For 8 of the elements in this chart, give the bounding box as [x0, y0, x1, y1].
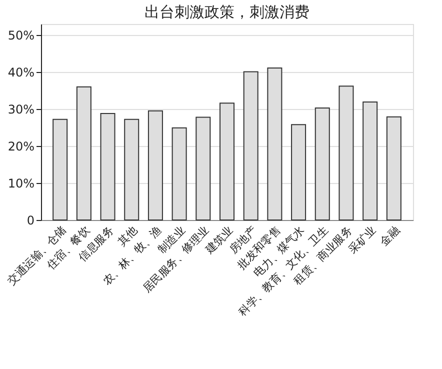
y-tick-label: 50% — [8, 28, 34, 43]
chart-title: 出台刺激政策，刺激消费 — [144, 3, 310, 21]
x-tick-label: 金融 — [378, 224, 402, 249]
y-tick-label: 10% — [8, 176, 34, 191]
y-tick-label: 30% — [8, 102, 34, 117]
y-tick-label: 40% — [8, 66, 34, 80]
y-tick-label: 20% — [8, 140, 34, 154]
y-tick-label: 0 — [26, 214, 34, 228]
